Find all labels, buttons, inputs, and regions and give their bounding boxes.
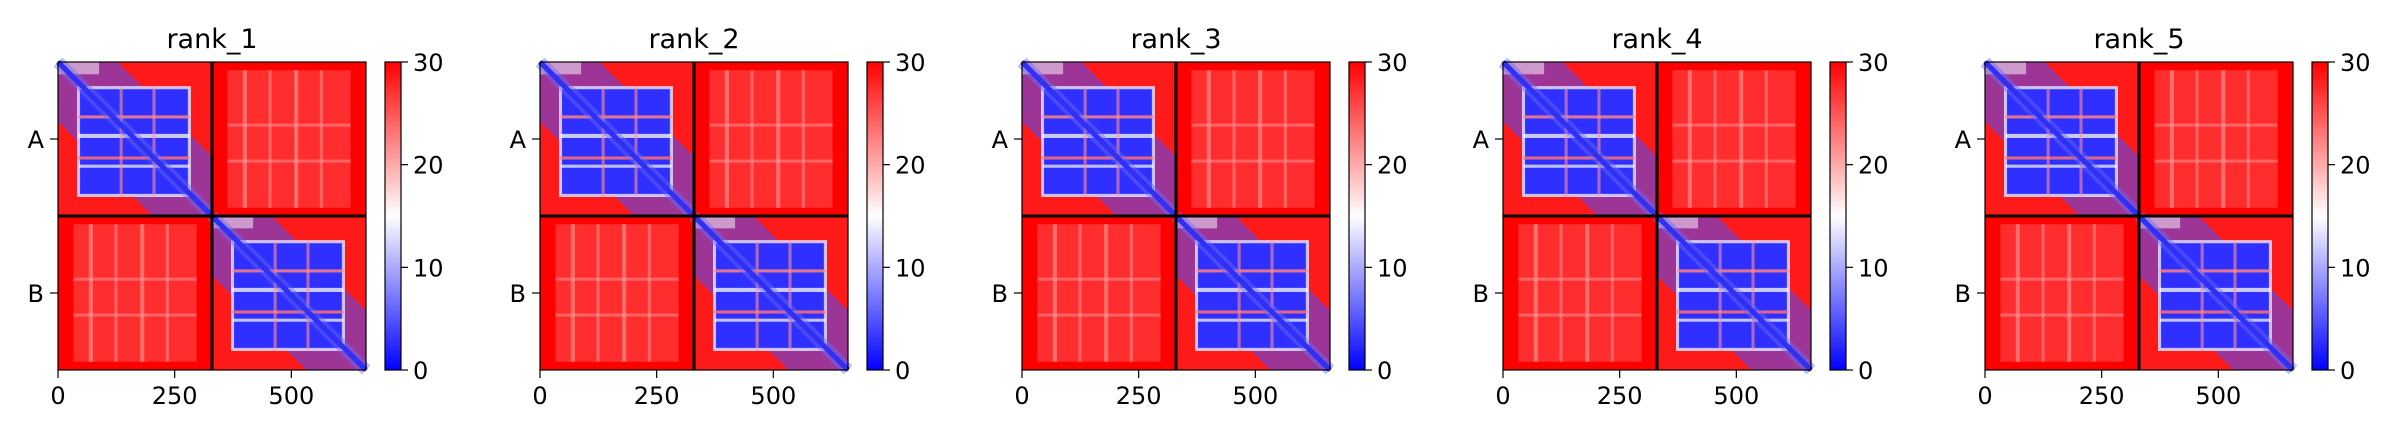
panel-title: rank_5: [2093, 24, 2184, 55]
heatmap-panel-1: rank_1 0 250 500 A B 0 10 20 30: [28, 24, 444, 410]
heatmap-block-BB: [1176, 216, 1330, 370]
colorbar-tick-label: 10: [895, 254, 926, 282]
y-tick-label: A: [510, 126, 527, 154]
colorbar-tick-label: 10: [2340, 254, 2371, 282]
y-tick-label: B: [510, 280, 526, 308]
colorbar-tick-label: 10: [413, 254, 444, 282]
colorbar-tick-label: 0: [895, 357, 910, 385]
heatmap-block-AA: [58, 62, 212, 216]
heatmap-block-AA: [1022, 62, 1176, 216]
heatmap-block-BA: [1503, 216, 1657, 370]
x-tick-label: 0: [1977, 382, 1992, 410]
heatmap-panel-3: rank_3 0 250 500 A B 0 10 20 30: [992, 24, 1408, 410]
x-tick-label: 500: [1713, 382, 1759, 410]
colorbar: [1348, 61, 1366, 371]
y-tick-label: A: [992, 126, 1009, 154]
x-tick-label: 0: [1014, 382, 1029, 410]
heatmap-block-AA: [1503, 62, 1657, 216]
x-tick-label: 500: [1232, 382, 1278, 410]
heatmap-panel-4: rank_4 0 250 500 A B 0 10 20 30: [1473, 24, 1889, 410]
heatmap-block-BB: [1657, 216, 1811, 370]
x-tick-label: 250: [152, 382, 198, 410]
colorbar-tick-label: 20: [895, 152, 926, 180]
x-tick-label: 250: [634, 382, 680, 410]
axes-frame: [539, 61, 849, 371]
y-tick-label: A: [1955, 126, 1972, 154]
x-tick-label: 250: [1597, 382, 1643, 410]
colorbar-tick-label: 20: [2340, 152, 2371, 180]
heatmap-block-AB: [2139, 62, 2293, 216]
panel-title: rank_2: [648, 24, 739, 55]
axes-frame: [1502, 61, 1812, 371]
heatmap-block-BA: [1985, 216, 2139, 370]
colorbar-tick-label: 20: [1858, 152, 1889, 180]
colorbar-tick-label: 30: [1858, 49, 1889, 77]
colorbar-tick-label: 20: [413, 152, 444, 180]
y-tick-label: B: [1955, 280, 1971, 308]
colorbar: [2311, 61, 2329, 371]
panel-title: rank_3: [1130, 24, 1221, 55]
heatmap-block-BB: [212, 216, 366, 370]
y-tick-label: B: [28, 280, 44, 308]
heatmap-block-AB: [694, 62, 848, 216]
x-tick-label: 500: [2195, 382, 2241, 410]
y-tick-label: B: [992, 280, 1008, 308]
heatmap-block-BB: [694, 216, 848, 370]
heatmap-block-BA: [58, 216, 212, 370]
heatmap-block-AB: [1657, 62, 1811, 216]
heatmap-block-AB: [212, 62, 366, 216]
heatmap-block-BA: [1022, 216, 1176, 370]
heatmap-block-AA: [540, 62, 694, 216]
panel-title: rank_4: [1611, 24, 1702, 55]
colorbar: [866, 61, 884, 371]
colorbar-tick-label: 0: [1377, 357, 1392, 385]
x-tick-label: 250: [2079, 382, 2125, 410]
panel-title: rank_1: [166, 24, 257, 55]
heatmap-panel-5: rank_5 0 250 500 A B 0 10 20 30: [1955, 24, 2371, 410]
colorbar-tick-label: 20: [1377, 152, 1408, 180]
colorbar-tick-label: 30: [413, 49, 444, 77]
x-tick-label: 500: [268, 382, 314, 410]
colorbar-tick-label: 0: [413, 357, 428, 385]
axes-frame: [1021, 61, 1331, 371]
heatmap-panel-2: rank_2 0 250 500 A B 0 10 20 30: [510, 24, 926, 410]
colorbar-tick-label: 10: [1858, 254, 1889, 282]
heatmap-block-AB: [1176, 62, 1330, 216]
axes-frame: [1984, 61, 2294, 371]
x-tick-label: 0: [532, 382, 547, 410]
heatmap-block-BA: [540, 216, 694, 370]
y-tick-label: A: [1473, 126, 1490, 154]
y-tick-label: B: [1473, 280, 1489, 308]
colorbar-tick-label: 30: [1377, 49, 1408, 77]
colorbar-tick-label: 30: [2340, 49, 2371, 77]
y-tick-label: A: [28, 126, 45, 154]
colorbar-tick-label: 30: [895, 49, 926, 77]
axes-frame: [57, 61, 367, 371]
colorbar: [1829, 61, 1847, 371]
colorbar-tick-label: 10: [1377, 254, 1408, 282]
x-tick-label: 500: [750, 382, 796, 410]
x-tick-label: 0: [1495, 382, 1510, 410]
x-tick-label: 250: [1116, 382, 1162, 410]
heatmap-block-AA: [1985, 62, 2139, 216]
colorbar: [384, 61, 402, 371]
colorbar-tick-label: 0: [2340, 357, 2355, 385]
heatmap-block-BB: [2139, 216, 2293, 370]
colorbar-tick-label: 0: [1858, 357, 1873, 385]
x-tick-label: 0: [50, 382, 65, 410]
